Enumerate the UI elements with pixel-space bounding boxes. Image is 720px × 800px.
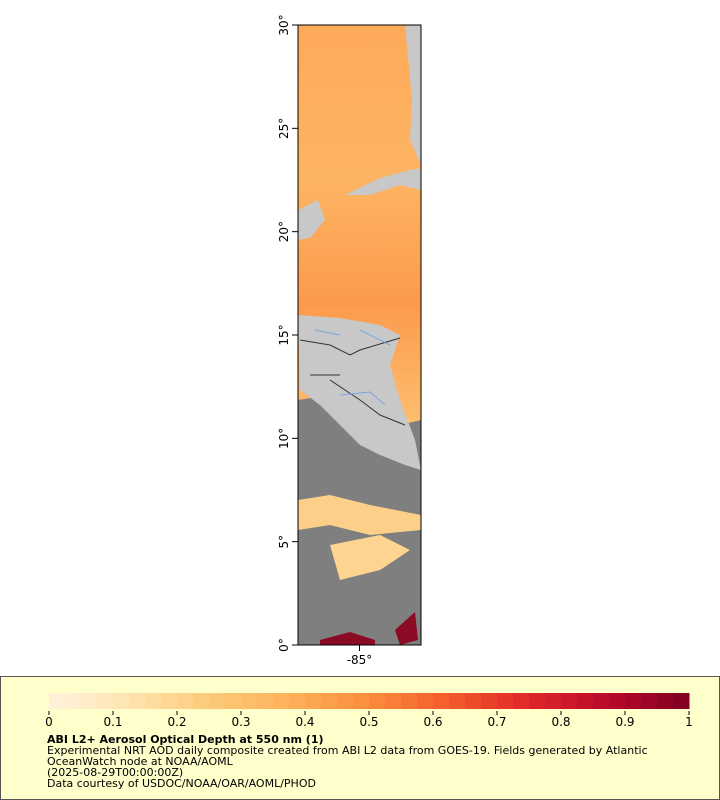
colorbar-tick-label: 0.1: [103, 715, 122, 727]
colorbar-segment: [289, 693, 306, 709]
colorbar-segment: [305, 693, 322, 709]
legend-credit: Data courtesy of USDOC/NOAA/OAR/AOML/PHO…: [47, 777, 316, 790]
legend-box: 0 0.1 0.2 0.3 0.4 0.5 0.6 0.7 0.8 0.9 1: [0, 676, 720, 800]
lat-tick-label: 5°: [277, 535, 291, 549]
colorbar-segment: [497, 693, 514, 709]
colorbar-segment: [161, 693, 178, 709]
colorbar-segment: [657, 693, 674, 709]
colorbar-segment: [673, 693, 690, 709]
legend-description: Experimental NRT AOD daily composite cre…: [47, 744, 648, 768]
colorbar-segment: [465, 693, 482, 709]
lat-tick-label: 20°: [277, 221, 291, 242]
lat-tick-label: 30°: [277, 14, 291, 35]
colorbar-segment: [81, 693, 98, 709]
colorbar-tick-label: 0.4: [295, 715, 314, 727]
colorbar-tick-label: 0.6: [423, 715, 442, 727]
colorbar-segment: [241, 693, 258, 709]
colorbar-segment: [593, 693, 610, 709]
colorbar-segment: [97, 693, 114, 709]
colorbar-segment: [145, 693, 162, 709]
lat-tick-label: 0°: [277, 638, 291, 652]
colorbar-segment: [417, 693, 434, 709]
lat-tick-label: 10°: [277, 428, 291, 449]
lon-tick-label: -85°: [347, 653, 373, 667]
map-imagery: [298, 25, 421, 645]
colorbar-segment: [225, 693, 242, 709]
colorbar-segment: [385, 693, 402, 709]
legend-date: (2025-08-29T00:00:00Z): [47, 766, 184, 779]
colorbar-segment: [337, 693, 354, 709]
colorbar-segment: [177, 693, 194, 709]
colorbar-tick-label: 0.5: [359, 715, 378, 727]
colorbar: 0 0.1 0.2 0.3 0.4 0.5 0.6 0.7 0.8 0.9 1: [45, 693, 693, 727]
legend-title: ABI L2+ Aerosol Optical Depth at 550 nm …: [47, 733, 324, 746]
colorbar-segment: [449, 693, 466, 709]
colorbar-segment: [641, 693, 658, 709]
map: 0° 5° 10° 15° 20° 25° 30° -85°: [277, 14, 422, 667]
colorbar-segment: [257, 693, 274, 709]
colorbar-segment: [609, 693, 626, 709]
colorbar-segment: [433, 693, 450, 709]
colorbar-segment: [65, 693, 82, 709]
colorbar-segment: [481, 693, 498, 709]
colorbar-segment: [49, 693, 66, 709]
colorbar-tick-label: 0.2: [167, 715, 186, 727]
colorbar-segment: [193, 693, 210, 709]
colorbar-segment: [545, 693, 562, 709]
colorbar-segment: [273, 693, 290, 709]
lat-tick-label: 15°: [277, 324, 291, 345]
colorbar-segment: [625, 693, 642, 709]
colorbar-tick-label: 0.3: [231, 715, 250, 727]
lat-tick-label: 25°: [277, 118, 291, 139]
colorbar-segment: [529, 693, 546, 709]
colorbar-tick-label: 0.7: [487, 715, 506, 727]
colorbar-segment: [369, 693, 386, 709]
colorbar-segment: [209, 693, 226, 709]
colorbar-tick-label: 0: [45, 715, 53, 727]
colorbar-segment: [129, 693, 146, 709]
colorbar-segment: [561, 693, 578, 709]
colorbar-segment: [321, 693, 338, 709]
colorbar-segment: [113, 693, 130, 709]
colorbar-segment: [513, 693, 530, 709]
colorbar-tick-label: 1: [685, 715, 693, 727]
colorbar-segment: [353, 693, 370, 709]
colorbar-segment: [577, 693, 594, 709]
colorbar-tick-label: 0.8: [551, 715, 570, 727]
colorbar-segment: [401, 693, 418, 709]
colorbar-tick-label: 0.9: [615, 715, 634, 727]
